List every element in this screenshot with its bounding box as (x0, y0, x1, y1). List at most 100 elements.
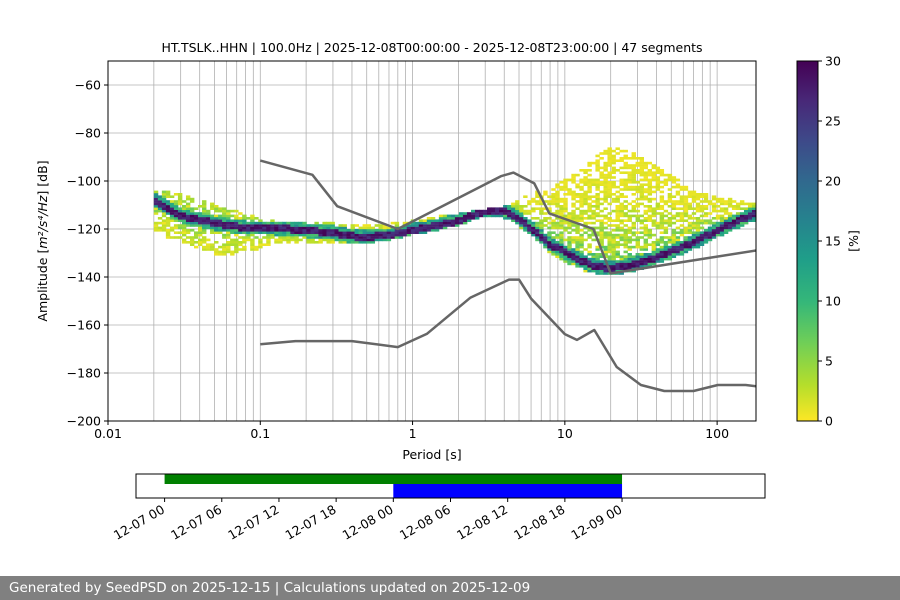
heatmap-cell (695, 231, 701, 234)
heatmap-cell (599, 183, 604, 186)
heatmap-cell (210, 214, 215, 218)
heatmap-cell (587, 267, 592, 270)
heatmap-cell (274, 221, 279, 225)
heatmap-cell (631, 166, 636, 170)
heatmap-cell (185, 229, 191, 232)
heatmap-cell (695, 224, 701, 227)
heatmap-cell (643, 224, 649, 227)
heatmap-cell (655, 212, 661, 215)
heatmap-cell (218, 221, 223, 225)
heatmap-cell (623, 265, 628, 268)
heatmap-cell (675, 200, 681, 203)
heatmap-cell (671, 241, 677, 244)
heatmap-cell (739, 214, 745, 218)
heatmap-cell (559, 250, 564, 254)
heatmap-cell (282, 229, 287, 232)
heatmap-cell (446, 221, 452, 225)
heatmap-cell (739, 207, 745, 210)
heatmap-cell (366, 226, 372, 230)
heatmap-cell (226, 212, 231, 215)
heatmap-cell (687, 193, 693, 196)
heatmap-cell (591, 183, 596, 186)
heatmap-cell (338, 229, 343, 232)
heatmap-cell (579, 233, 584, 237)
heatmap-cell (623, 166, 628, 170)
heatmap-cell (527, 219, 532, 222)
heatmap-cell (583, 195, 588, 198)
heatmap-cell (607, 250, 612, 254)
heatmap-cell (607, 185, 612, 189)
heatmap-cell (181, 221, 187, 225)
x-axis-label: Period [s] (402, 447, 461, 462)
heatmap-cell (230, 229, 235, 232)
heatmap-cell (607, 171, 612, 174)
heatmap-cell (567, 253, 572, 256)
heatmap-cell (667, 217, 673, 220)
heatmap-cell (735, 217, 741, 220)
heatmap-cell (691, 221, 697, 225)
heatmap-cell (430, 217, 436, 220)
heatmap-cell (587, 229, 592, 232)
heatmap-cell (535, 224, 540, 227)
heatmap-cell (547, 226, 552, 230)
heatmap-cell (607, 159, 612, 162)
heatmap-cell (555, 250, 560, 254)
x-tick-label: 10 (557, 426, 573, 441)
heatmap-cell (226, 233, 231, 237)
heatmap-cell (695, 236, 701, 239)
psd-heatmap (153, 147, 756, 275)
heatmap-cell (185, 205, 191, 208)
heatmap-cell (165, 231, 171, 234)
heatmap-cell (631, 164, 636, 167)
heatmap-cell (418, 221, 424, 225)
heatmap-cell (539, 238, 544, 242)
heatmap-cell (390, 229, 396, 232)
heatmap-cell (691, 241, 697, 244)
heatmap-cell (623, 171, 628, 174)
heatmap-cell (563, 250, 568, 254)
heatmap-cell (683, 195, 689, 198)
heatmap-cell (310, 238, 315, 242)
heatmap-cell (659, 217, 665, 220)
heatmap-cell (210, 221, 215, 225)
heatmap-cell (434, 229, 440, 232)
heatmap-cell (169, 214, 175, 218)
heatmap-cell (639, 173, 644, 177)
heatmap-cell (603, 183, 608, 186)
heatmap-cell (651, 248, 657, 251)
heatmap-cell (218, 245, 223, 249)
heatmap-cell (659, 248, 665, 251)
heatmap-cell (189, 219, 195, 222)
heatmap-cell (571, 236, 576, 239)
heatmap-cell (286, 224, 291, 227)
heatmap-cell (555, 209, 560, 213)
heatmap-cell (635, 217, 640, 220)
heatmap-cell (563, 207, 568, 210)
heatmap-cell (631, 221, 636, 225)
x-tick-label: 1 (409, 426, 417, 441)
heatmap-cell (294, 229, 299, 232)
heatmap-cell (250, 219, 255, 222)
heatmap-cell (575, 255, 580, 258)
heatmap-cell (659, 257, 665, 261)
heatmap-cell (575, 260, 580, 263)
heatmap-cell (446, 214, 452, 218)
heatmap-cell (193, 207, 199, 210)
heatmap-cell (153, 190, 159, 194)
heatmap-cell (739, 200, 745, 203)
heatmap-cell (727, 200, 733, 203)
heatmap-cell (322, 229, 327, 232)
heatmap-cell (615, 185, 620, 189)
heatmap-cell (683, 185, 689, 189)
heatmap-cell (663, 209, 669, 213)
heatmap-cell (571, 238, 576, 242)
heatmap-cell (462, 219, 468, 222)
heatmap-cell (647, 190, 653, 194)
heatmap-cell (659, 190, 665, 194)
heatmap-cell (675, 185, 681, 189)
heatmap-cell (695, 209, 701, 213)
heatmap-cell (571, 262, 576, 266)
heatmap-cell (535, 207, 540, 210)
heatmap-cell (651, 185, 657, 189)
heatmap-cell (193, 214, 199, 218)
